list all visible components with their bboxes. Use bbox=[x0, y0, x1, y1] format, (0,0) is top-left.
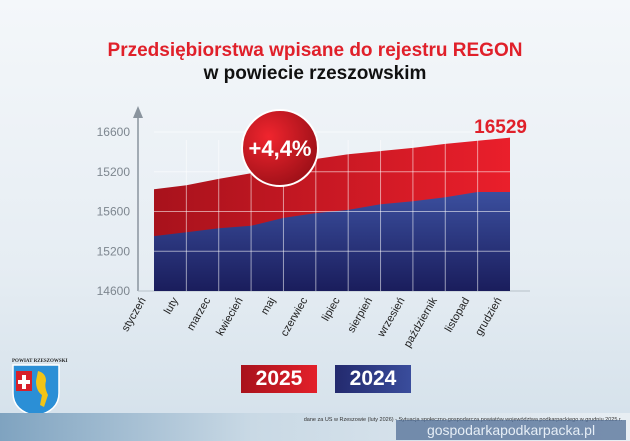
x-tick-label: luty bbox=[162, 295, 181, 316]
legend-2025: 2025 bbox=[241, 365, 317, 393]
y-tick-label: 16600 bbox=[97, 125, 131, 139]
x-tick-label: styczeń bbox=[120, 296, 149, 334]
crest-label: POWIAT RZESZOWSKI bbox=[12, 359, 68, 364]
area-series-2024 bbox=[154, 192, 510, 291]
x-tick-label: październik bbox=[402, 295, 440, 350]
y-tick-label: 15200 bbox=[97, 165, 131, 179]
x-tick-label: maj bbox=[259, 296, 278, 317]
x-tick-label: grudzień bbox=[473, 296, 504, 339]
growth-badge-label: +4,4% bbox=[249, 136, 312, 161]
end-value-label: 16529 bbox=[474, 117, 527, 138]
x-tick-label: lipiec bbox=[320, 295, 343, 323]
watermark: gospodarkapodkarpacka.pl bbox=[396, 420, 626, 440]
x-tick-label: wrzesień bbox=[375, 296, 408, 340]
y-tick-label: 14600 bbox=[97, 284, 131, 298]
y-axis-arrow bbox=[133, 106, 143, 118]
x-tick-label: czerwiec bbox=[279, 295, 311, 338]
x-tick-label: sierpień bbox=[345, 296, 375, 335]
x-tick-label: marzec bbox=[185, 295, 214, 333]
chart-title: Przedsiębiorstwa wpisane do rejestru REG… bbox=[107, 40, 523, 61]
powiat-crest-logo bbox=[12, 364, 60, 417]
y-tick-label: 15200 bbox=[97, 244, 131, 258]
x-tick-label: kwiecień bbox=[214, 296, 245, 339]
x-tick-label: listopad bbox=[443, 296, 472, 335]
growth-badge bbox=[241, 109, 319, 187]
legend-2024: 2024 bbox=[335, 365, 411, 393]
chart-subtitle: w powiecie rzeszowskim bbox=[203, 63, 427, 84]
y-tick-label: 15600 bbox=[97, 205, 131, 219]
